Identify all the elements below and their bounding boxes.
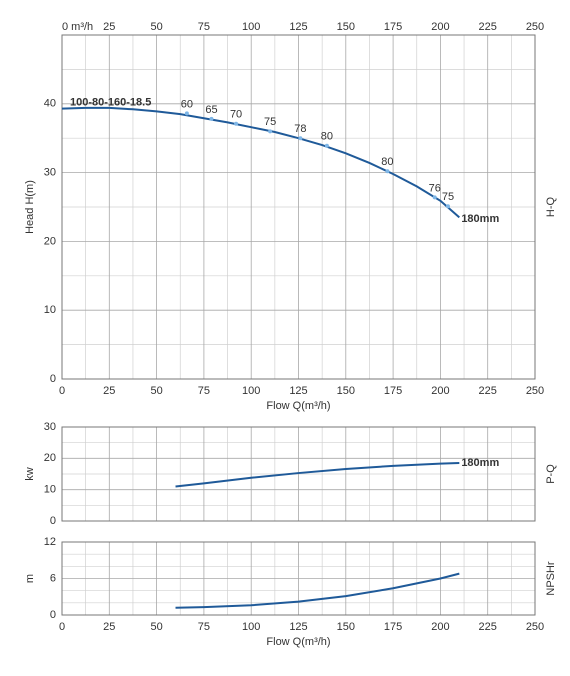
top-x-tick-label: 250 [526,21,544,33]
x-tick-label: 125 [289,621,307,633]
y-tick-label: 20 [44,452,56,464]
top-x-tick-label: 175 [384,21,402,33]
curve-label: NPSHr [545,561,557,596]
x-tick-label: 25 [103,621,115,633]
efficiency-point [324,143,329,148]
efficiency-label: 65 [205,104,217,116]
x-tick-label: 50 [150,385,162,397]
model-label: 100-80-160-18.5 [70,97,151,109]
top-x-tick-label: 225 [479,21,497,33]
efficiency-label: 75 [442,191,454,203]
top-x-tick-label: 100 [242,21,260,33]
efficiency-point [385,169,390,174]
x-tick-label: 0 [59,621,65,633]
y-tick-label: 30 [44,421,56,433]
x-tick-label: 25 [103,385,115,397]
efficiency-point [184,111,189,116]
x-tick-label: 225 [479,621,497,633]
x-tick-label: 100 [242,621,260,633]
series-label: 180mm [461,213,499,225]
y-tick-label: 6 [50,572,56,584]
y-tick-label: 10 [44,484,56,496]
y-tick-label: 0 [50,609,56,621]
plot-frame [61,426,536,522]
plot-frame [61,34,536,380]
y-tick-label: 0 [50,373,56,385]
efficiency-label: 75 [264,116,276,128]
efficiency-point [209,116,214,121]
y-tick-label: 10 [44,304,56,316]
x-tick-label: 175 [384,621,402,633]
efficiency-label: 80 [381,156,393,168]
efficiency-label: 60 [181,98,193,110]
x-tick-label: 100 [242,385,260,397]
x-axis-label: Flow Q(m³/h) [266,400,330,412]
x-tick-label: 200 [431,621,449,633]
efficiency-point [268,129,273,134]
efficiency-point [234,121,239,126]
x-tick-label: 75 [198,385,210,397]
top-x-tick-label: 25 [103,21,115,33]
y-tick-label: 40 [44,98,56,110]
x-tick-label: 0 [59,385,65,397]
curve [175,462,460,488]
x-tick-label: 75 [198,621,210,633]
top-x-tick-label: 0 m³/h [62,21,93,33]
x-tick-label: 225 [479,385,497,397]
x-axis-label: Flow Q(m³/h) [266,636,330,648]
top-x-tick-label: 50 [150,21,162,33]
x-tick-label: 250 [526,385,544,397]
curve-label: P-Q [545,464,557,484]
top-x-tick-label: 125 [289,21,307,33]
x-tick-label: 250 [526,621,544,633]
top-x-tick-label: 200 [431,21,449,33]
x-tick-label: 175 [384,385,402,397]
y-axis-label: kw [24,467,36,481]
efficiency-label: 78 [294,123,306,135]
curve [175,572,460,609]
efficiency-point [298,136,303,141]
y-axis-label: m [24,574,36,583]
efficiency-label: 80 [321,131,333,143]
top-x-tick-label: 75 [198,21,210,33]
top-x-tick-label: 150 [337,21,355,33]
x-tick-label: 50 [150,621,162,633]
y-tick-label: 20 [44,235,56,247]
y-tick-label: 12 [44,536,56,548]
y-tick-label: 0 [50,515,56,527]
series-label: 180mm [461,457,499,469]
efficiency-point [445,204,450,209]
efficiency-point [432,195,437,200]
y-axis-label: Head H(m) [24,180,36,234]
plot-frame [61,541,536,616]
x-tick-label: 125 [289,385,307,397]
x-tick-label: 150 [337,621,355,633]
efficiency-label: 76 [429,182,441,194]
curve-label: H-Q [545,196,557,217]
y-tick-label: 30 [44,167,56,179]
curve [61,106,460,219]
efficiency-label: 70 [230,109,242,121]
x-tick-label: 200 [431,385,449,397]
x-tick-label: 150 [337,385,355,397]
